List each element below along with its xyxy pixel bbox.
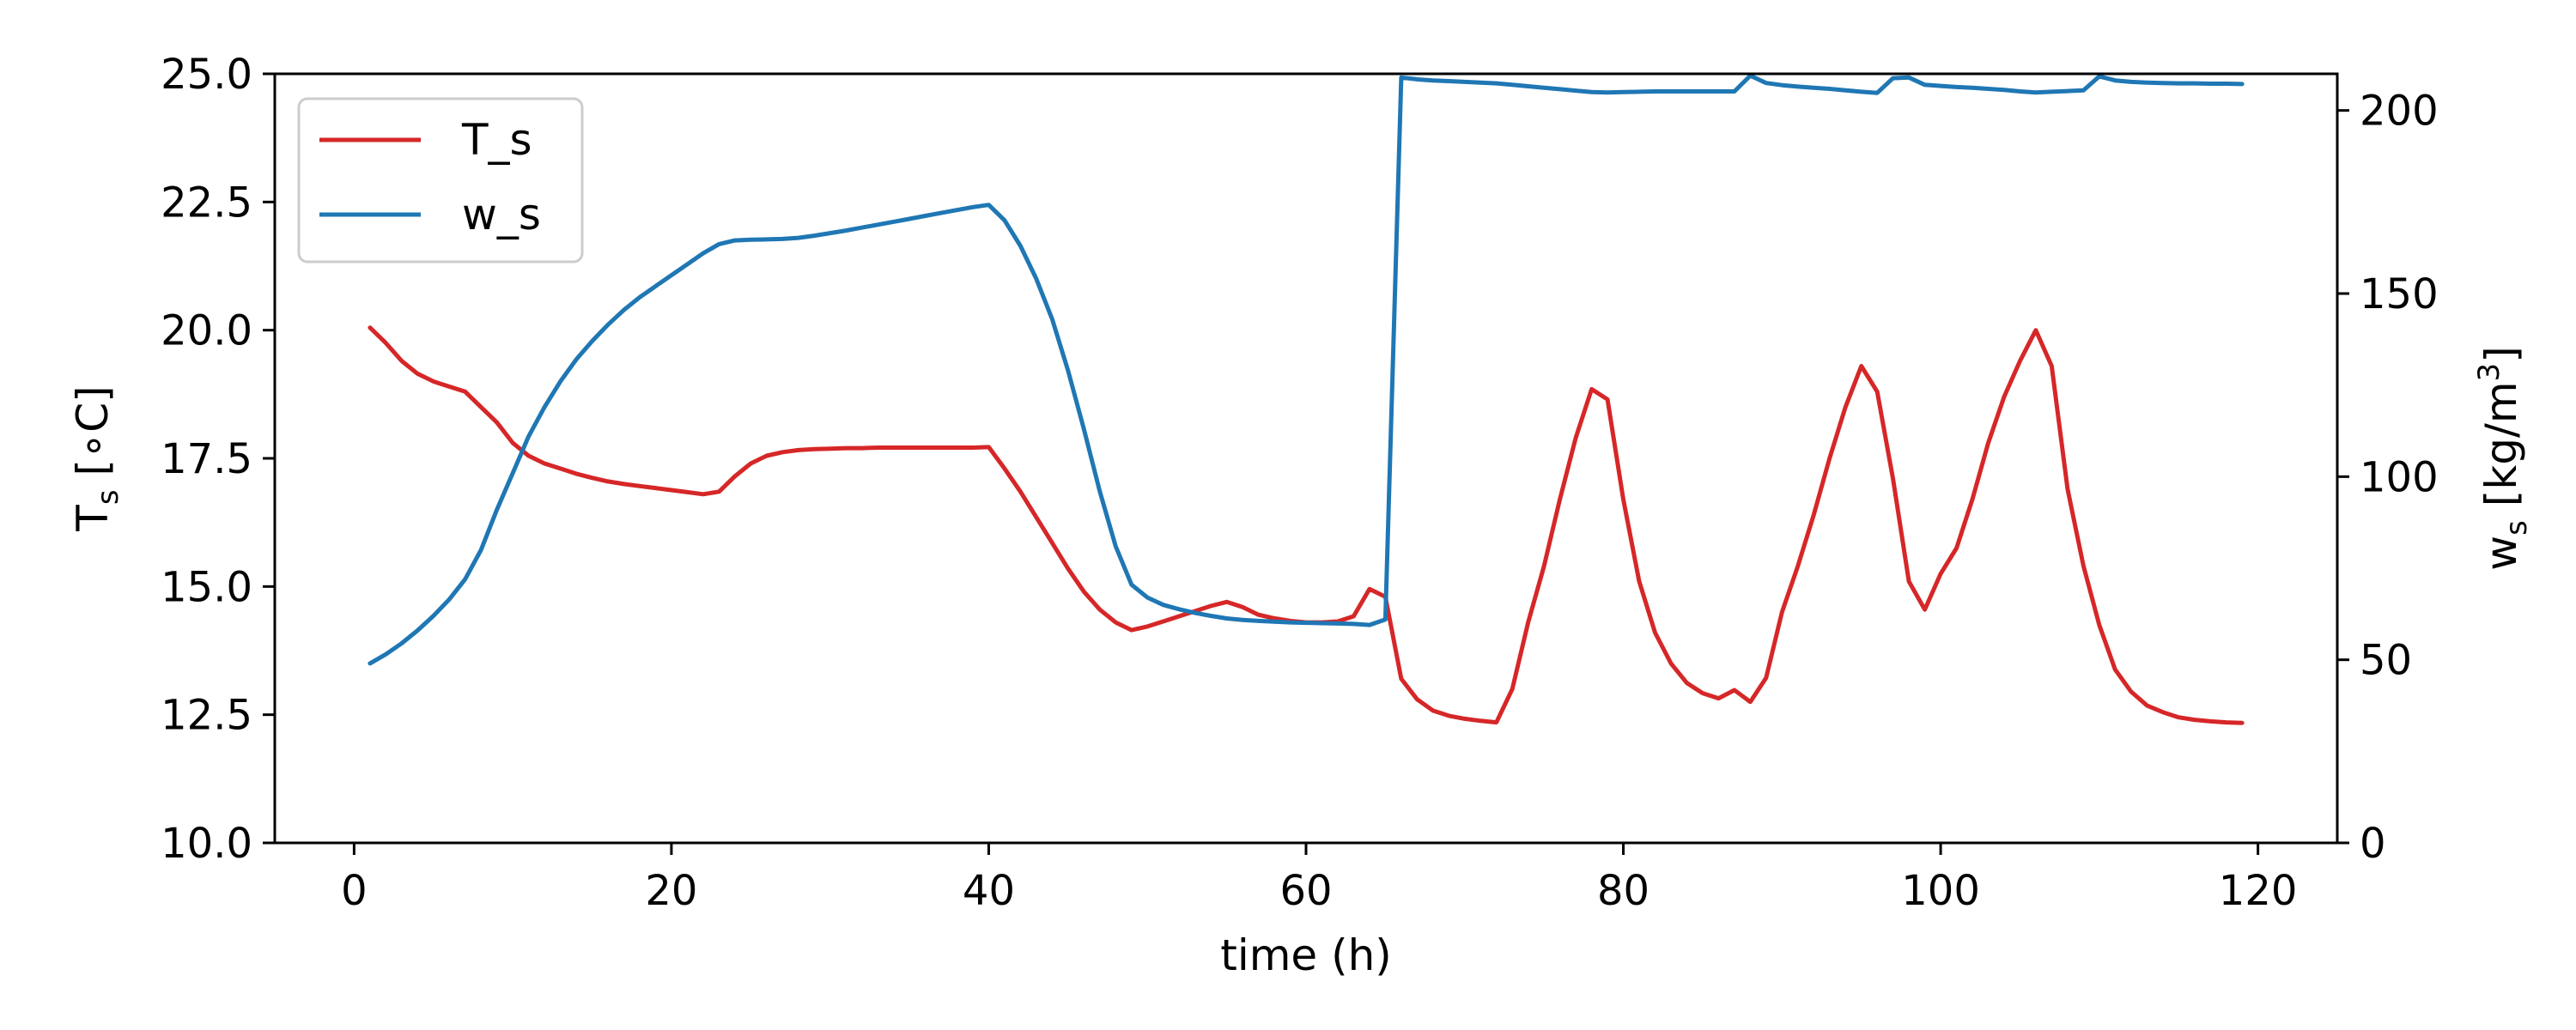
x-tick-label: 0	[341, 867, 368, 915]
left-y-axis-ticks: 10.0 12.5 15.0 17.5 20.0 22.5 25.0	[161, 51, 275, 868]
right-y-tick-label: 100	[2360, 453, 2439, 501]
series-layer	[368, 73, 2245, 725]
left-y-axis-label: Ts [∘C]	[68, 385, 125, 531]
left-y-tick-label: 15.0	[161, 563, 252, 611]
legend-label-w-s: w_s	[462, 190, 541, 239]
x-tick-label: 120	[2219, 867, 2298, 915]
x-axis-ticks: 0 20 40 60 80 100 120	[341, 843, 2297, 915]
series-line-t-s	[368, 325, 2245, 725]
x-tick-label: 80	[1597, 867, 1649, 915]
left-y-tick-label: 10.0	[161, 820, 252, 868]
x-tick-label: 40	[963, 867, 1015, 915]
left-y-tick-label: 22.5	[161, 179, 252, 227]
series-line-w-s	[368, 73, 2245, 666]
plot-frame	[273, 72, 2339, 845]
right-y-tick-label: 200	[2360, 88, 2439, 136]
right-y-tick-label: 0	[2360, 820, 2386, 868]
left-y-tick-label: 20.0	[161, 307, 252, 355]
right-y-axis-label: ws [kg/m3]	[2472, 346, 2534, 570]
right-y-axis-label-superscript: 3	[2472, 363, 2506, 382]
left-y-tick-label: 25.0	[161, 51, 252, 99]
x-tick-label: 20	[645, 867, 697, 915]
legend: T_s w_s	[297, 97, 584, 264]
right-y-axis-label-subscript: s	[2500, 520, 2534, 536]
left-y-tick-label: 17.5	[161, 435, 252, 483]
x-tick-label: 60	[1279, 867, 1332, 915]
right-y-tick-label: 50	[2360, 637, 2412, 685]
left-y-tick-label: 12.5	[161, 692, 252, 740]
right-y-axis-ticks: 0 50 100 150 200	[2337, 88, 2439, 868]
right-y-tick-label: 150	[2360, 270, 2439, 318]
x-tick-label: 100	[1901, 867, 1980, 915]
legend-label-t-s: T_s	[461, 115, 532, 165]
left-y-axis-label-subscript: s	[91, 489, 125, 505]
x-axis-label: time (h)	[1220, 930, 1392, 980]
